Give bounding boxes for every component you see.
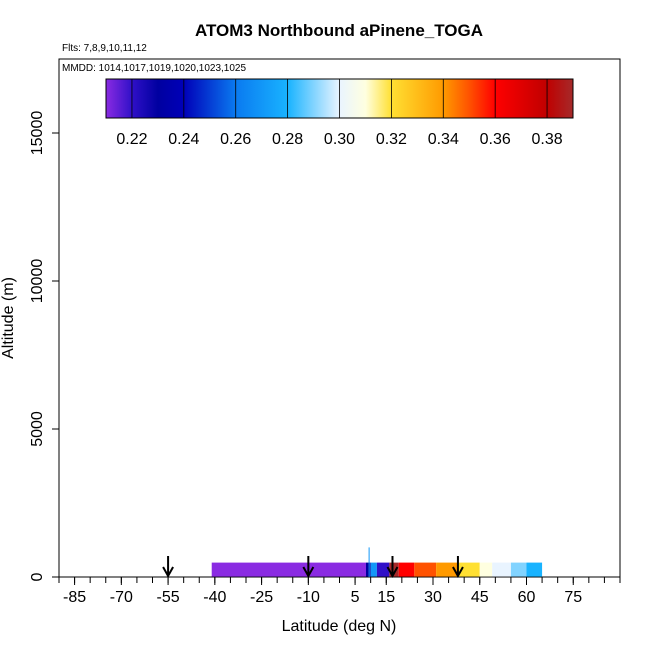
arrow-head [452,566,464,579]
x-tick-label: 30 [424,589,442,606]
x-tick-label: -10 [297,589,320,606]
x-tick-label: 15 [377,589,395,606]
y-axis: 0 5000 10000 15000 [29,111,59,581]
colorbar-tick-label: 0.22 [116,131,147,148]
observation-segment [492,562,511,577]
observation-segment [398,562,415,577]
observation-segment [510,562,527,577]
x-tick-label: -40 [203,589,226,606]
chart-title: ATOM3 Northbound aPinene_TOGA [195,21,483,40]
observation-segment [211,562,366,577]
colorbar-tick-label: 0.36 [480,131,511,148]
colorbar-tick-label: 0.26 [220,131,251,148]
colorbar-tick-label: 0.30 [324,131,355,148]
x-tick-label: -55 [157,589,180,606]
y-tick-label: 15000 [29,111,46,156]
observation-segments [211,547,543,577]
arrow-markers [162,556,464,579]
x-axis: -85 -70 -55 -40 -25 -10 5 15 30 45 60 75 [58,577,621,606]
x-tick-label: -25 [250,589,273,606]
x-tick-label: 75 [564,589,582,606]
observation-segment [414,562,437,577]
x-tick-label: 60 [518,589,536,606]
observation-segment [457,562,480,577]
observation-segment [479,562,493,577]
observation-segment [526,562,543,577]
y-axis-label: Altitude (m) [0,277,17,359]
observation-segment [389,562,399,577]
observation-segment [436,562,458,577]
flights-note: Flts: 7,8,9,10,11,12 [62,43,147,54]
colorbar-tick-label: 0.34 [428,131,459,148]
arrow-head [386,566,399,579]
observation-segment [376,562,390,577]
dates-note: MMDD: 1014,1017,1019,1020,1023,1025 [62,63,246,74]
x-tick-label: -70 [110,589,133,606]
y-tick-label: 10000 [29,259,46,304]
y-tick-label: 5000 [29,411,46,447]
colorbar-tick-label: 0.28 [272,131,303,148]
y-tick-label: 0 [29,572,46,581]
x-tick-label: -85 [63,589,86,606]
colorbar: 0.22 0.24 0.26 0.28 0.30 0.32 0.34 0.36 0.38 [105,78,574,148]
x-axis-label: Latitude (deg N) [282,618,397,635]
x-tick-label: 5 [351,589,360,606]
observation-segment [370,562,377,577]
arrow-head [162,566,174,579]
x-tick-label: 45 [471,589,489,606]
observation-segment [365,562,371,577]
arrow-head [302,566,315,579]
colorbar-tick-label: 0.32 [376,131,407,148]
colorbar-tick-label: 0.38 [531,131,562,148]
colorbar-tick-label: 0.24 [168,131,199,148]
